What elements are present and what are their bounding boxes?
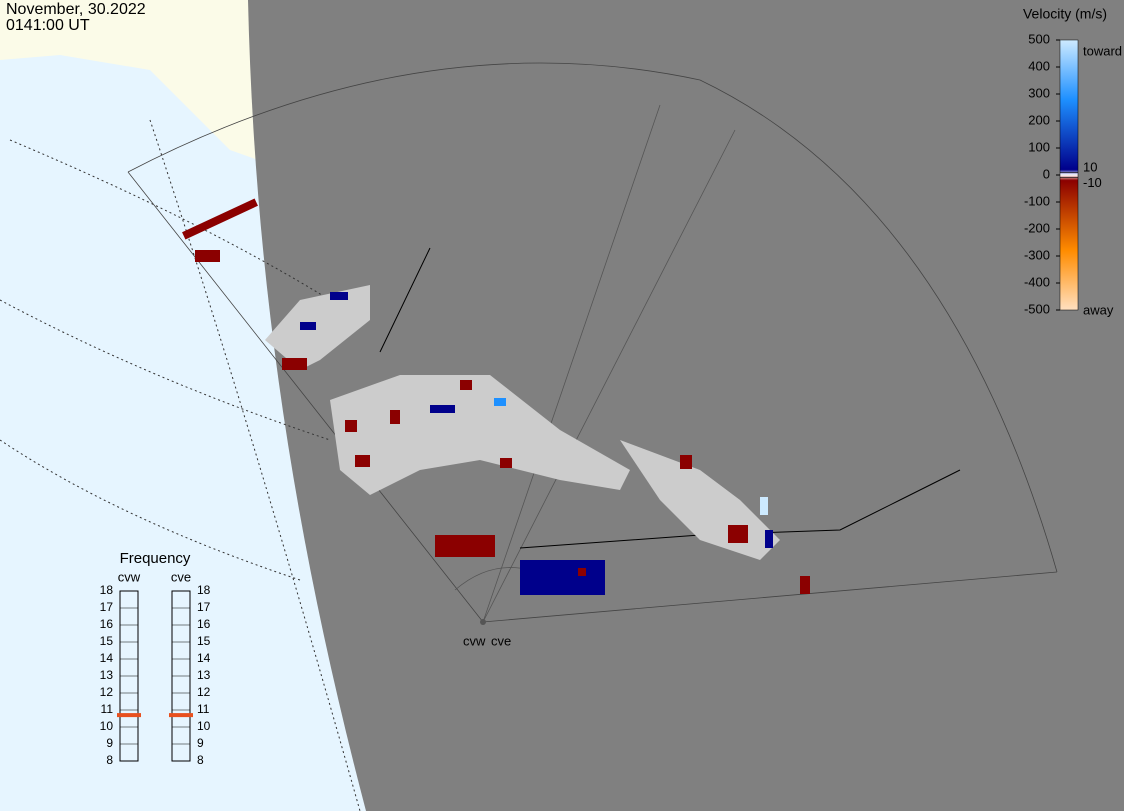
colorbar-tick-label: 0	[1043, 166, 1050, 181]
colorbar-tick-label: 500	[1028, 31, 1050, 46]
colorbar-tick-label: 200	[1028, 112, 1050, 127]
frequency-tick-label: 16	[197, 617, 211, 631]
frequency-tick-label: 8	[197, 753, 204, 767]
frequency-tick-label: 18	[197, 583, 211, 597]
frequency-tick-label: 10	[100, 719, 114, 733]
colorbar-tick-label: -200	[1024, 220, 1050, 235]
colorbar-tick-label: -10	[1083, 175, 1102, 190]
colorbar-end-label: away	[1083, 302, 1114, 317]
radar-label: cvw	[463, 633, 486, 648]
frequency-tick-label: 18	[100, 583, 114, 597]
frequency-tick-label: 12	[197, 685, 211, 699]
radar-label: cve	[491, 633, 511, 648]
colorbar-tick-label: 100	[1028, 139, 1050, 154]
radar-name: cve	[171, 569, 191, 584]
radar-cell	[182, 198, 258, 240]
date: November, 30.2022	[6, 1, 146, 18]
colorbar	[1059, 39, 1079, 311]
radar-cell	[494, 398, 506, 406]
border	[379, 247, 961, 549]
frequency-tick-label: 16	[100, 617, 114, 631]
radar-cells	[182, 198, 810, 595]
radar-cell	[355, 455, 370, 467]
colorbar-tick-label: 300	[1028, 85, 1050, 100]
radar-cell	[330, 375, 630, 495]
frequency-marker	[169, 713, 193, 718]
frequency-tick-label: 17	[100, 600, 114, 614]
radar-cell	[430, 405, 455, 413]
radar-cell	[435, 535, 495, 557]
radar-cell	[345, 420, 357, 432]
frequency-marker	[117, 713, 141, 718]
radar-cell	[800, 576, 810, 594]
frequency-tick-label: 15	[197, 634, 211, 648]
colorbar-tick-label: -100	[1024, 193, 1050, 208]
radar-cell	[500, 458, 512, 468]
radar-site	[480, 619, 486, 625]
colorbar-tick-label: 400	[1028, 58, 1050, 73]
radar-cell	[765, 530, 773, 548]
radar-cell	[195, 250, 220, 262]
radar-cell	[520, 560, 605, 595]
frequency-tick-label: 9	[197, 736, 204, 750]
radar-cell	[460, 380, 472, 390]
frequency-tick-label: 13	[197, 668, 211, 682]
frequency-tick-label: 14	[100, 651, 114, 665]
radar-cell	[390, 410, 400, 424]
radar-cell	[680, 455, 692, 469]
frequency-tick-label: 13	[100, 668, 114, 682]
frequency-tick-label: 14	[197, 651, 211, 665]
time: 0141:00 UT	[6, 17, 90, 34]
frequency-tick-label: 15	[100, 634, 114, 648]
frequency-tick-label: 11	[101, 702, 114, 716]
colorbar-tick-label: -500	[1024, 301, 1050, 316]
frequency-tick-label: 11	[197, 702, 210, 716]
colorbar-title: Velocity (m/s)	[1023, 6, 1107, 22]
radar-cell	[578, 568, 586, 576]
radar-cell	[728, 525, 748, 543]
night-region	[248, 0, 1124, 811]
radar-cell	[265, 285, 370, 370]
radar-cell	[300, 322, 316, 330]
radar-cell	[330, 292, 348, 300]
radar-cell	[282, 358, 307, 370]
frequency-tick-label: 8	[106, 753, 113, 767]
frequency-tick-label: 10	[197, 719, 211, 733]
frequency-tick-label: 12	[100, 685, 114, 699]
frequency-tick-label: 9	[106, 736, 113, 750]
frequency-title: Frequency	[120, 550, 191, 567]
radar-name: cvw	[118, 569, 141, 584]
colorbar-end-label: toward	[1083, 43, 1122, 58]
land	[0, 0, 258, 160]
colorbar-tick-label: -400	[1024, 274, 1050, 289]
colorbar-tick-label: -300	[1024, 247, 1050, 262]
colorbar-tick-label: 10	[1083, 160, 1097, 175]
frequency-tick-label: 17	[197, 600, 211, 614]
radar-cell	[760, 497, 768, 515]
